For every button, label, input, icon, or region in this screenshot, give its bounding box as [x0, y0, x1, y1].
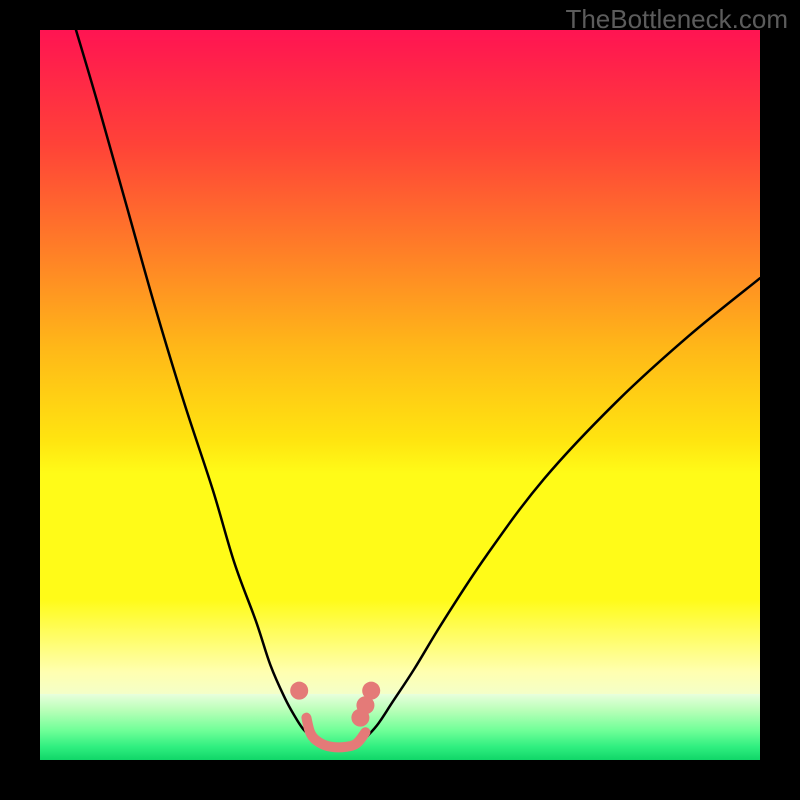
watermark-text: TheBottleneck.com — [565, 4, 788, 35]
plot-area — [40, 30, 760, 760]
figure-container: TheBottleneck.com — [0, 0, 800, 800]
marker-layer — [40, 30, 760, 760]
bottom-trace-marker — [290, 682, 308, 700]
bottom-trace-marker — [351, 709, 369, 727]
